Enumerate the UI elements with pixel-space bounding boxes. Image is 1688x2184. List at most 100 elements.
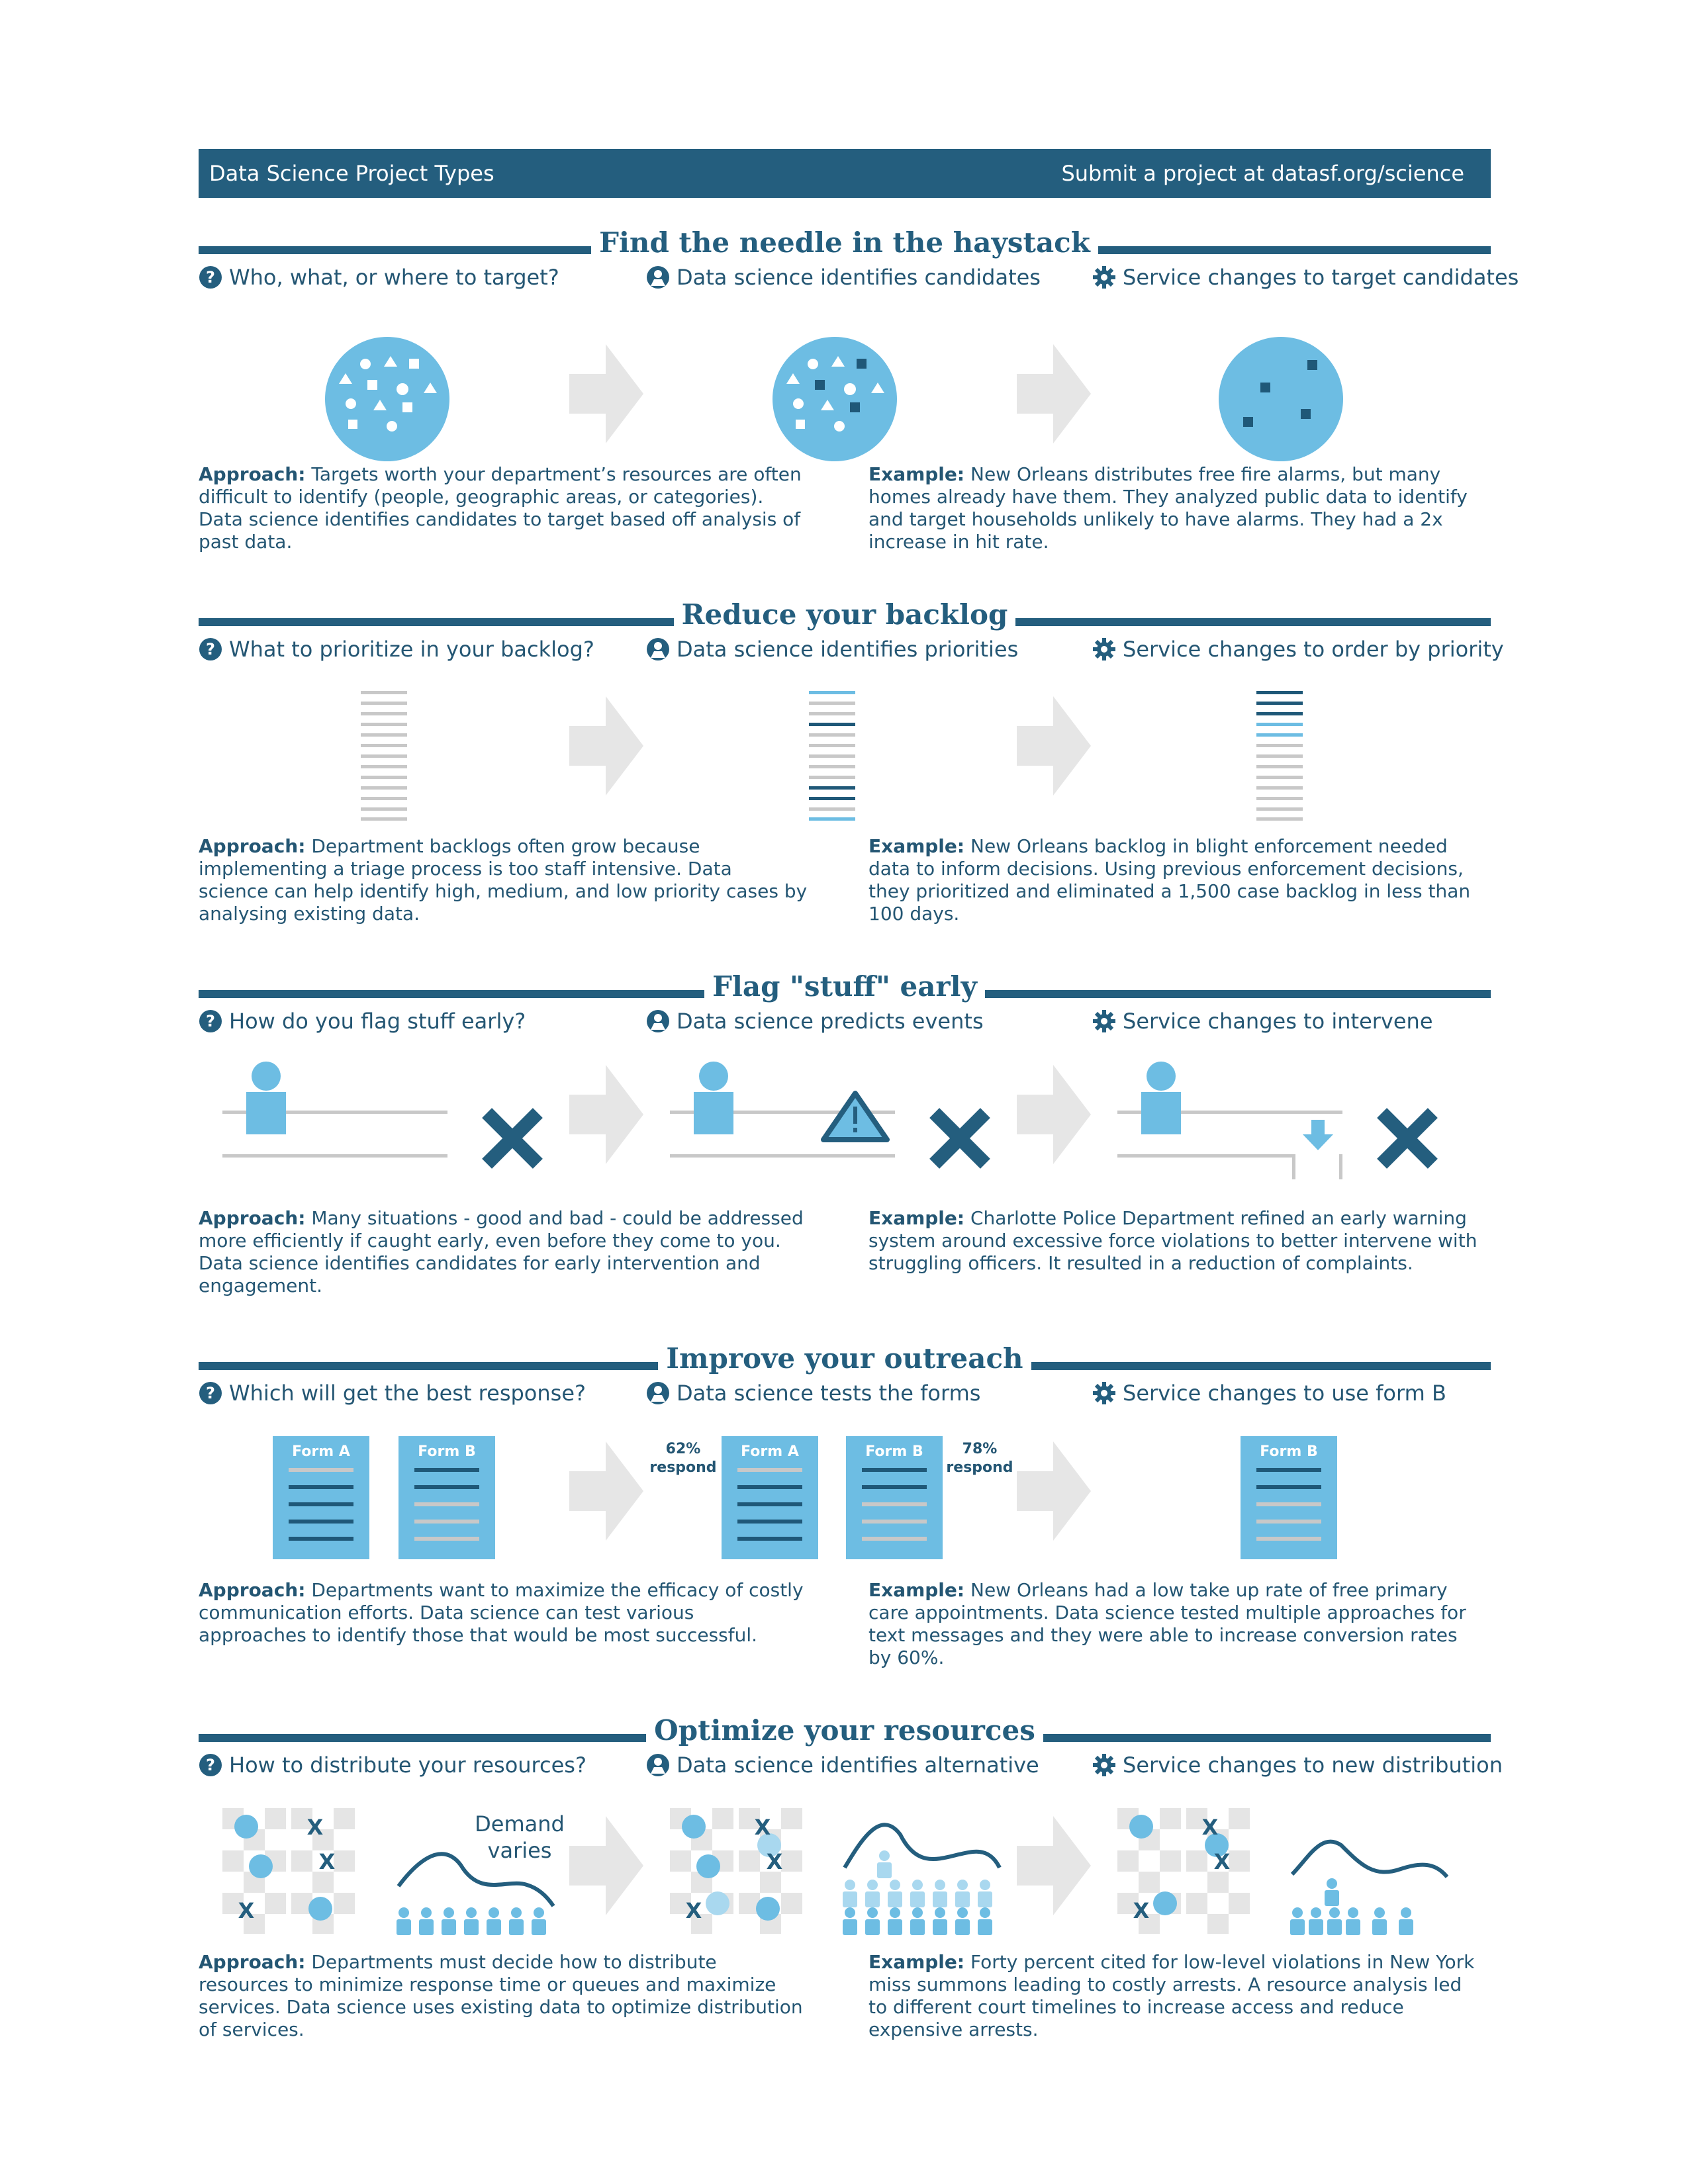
- step-data-science: Data science tests the forms: [646, 1381, 980, 1406]
- resource-grid-new: X X X: [1117, 1808, 1250, 1934]
- form-b-tested: Form B: [846, 1436, 943, 1559]
- arrow-right-icon: [569, 1065, 643, 1164]
- step-data-science: Data science predicts events: [646, 1009, 984, 1034]
- arrow-right-icon: [569, 696, 643, 796]
- demand-curve: [397, 1852, 555, 1935]
- arrow-right-icon: [1017, 1441, 1091, 1541]
- step-service: Service changes to new distribution: [1092, 1752, 1503, 1778]
- candidates-circle: [773, 337, 897, 461]
- question-icon: [199, 1753, 222, 1777]
- svg-text:Form A: Form A: [292, 1443, 350, 1460]
- example-text: Example: New Orleans had a low take up r…: [868, 1579, 1466, 1668]
- approach-text: Approach: Departments must decide how to…: [199, 1951, 803, 2040]
- resource-grid-alternative: X X X: [670, 1808, 802, 1934]
- scientist-icon: [646, 637, 670, 661]
- approach-text: Approach: Many situations - good and bad…: [199, 1207, 804, 1297]
- form-b-response-rate: 78% respond: [946, 1441, 1013, 1476]
- section-title: Optimize your resources: [646, 1714, 1043, 1747]
- section-title: Flag "stuff" early: [704, 970, 985, 1003]
- arrow-right-icon: [1017, 344, 1091, 443]
- scientist-icon: [646, 265, 670, 289]
- section-outreach: Improve your outreach Which will get the…: [199, 1261, 1491, 1668]
- form-b-chosen: Form B: [1241, 1436, 1337, 1559]
- svg-text:X: X: [1133, 1898, 1150, 1923]
- scientist-icon: [646, 1753, 670, 1777]
- step-data-science: Data science identifies alternative: [646, 1752, 1039, 1778]
- header-bar: Data Science Project Types Submit a proj…: [199, 149, 1491, 198]
- page-title: Data Science Project Types: [209, 161, 494, 186]
- example-text: Example: New Orleans backlog in blight e…: [868, 835, 1471, 925]
- step-question: How do you flag stuff early?: [199, 1009, 526, 1034]
- gear-icon: [1092, 637, 1116, 661]
- gear-icon: [1092, 1753, 1116, 1777]
- form-a-document: Form A: [273, 1436, 369, 1559]
- step-service: Service changes to order by priority: [1092, 637, 1504, 662]
- targets-circle: [1219, 337, 1343, 461]
- svg-text:X: X: [1214, 1849, 1231, 1874]
- example-text: Example: Forty percent cited for low-lev…: [868, 1951, 1475, 2040]
- svg-text:Form B: Form B: [1260, 1443, 1317, 1460]
- demand-curve-balanced: [1290, 1839, 1449, 1935]
- svg-text:X: X: [319, 1849, 336, 1874]
- gear-icon: [1092, 1009, 1116, 1033]
- step-data-science: Data science identifies priorities: [646, 637, 1018, 662]
- warning-icon: [821, 1091, 890, 1142]
- svg-text:Form B: Form B: [418, 1443, 475, 1460]
- svg-text:X: X: [686, 1898, 702, 1923]
- section-title: Find the needle in the haystack: [591, 226, 1098, 259]
- question-icon: [199, 1009, 222, 1033]
- step-question: Which will get the best response?: [199, 1381, 586, 1406]
- backlog-list-flagged: [809, 691, 855, 821]
- demand-curve-with-queue: [843, 1823, 1002, 1935]
- section-title: Reduce your backlog: [673, 598, 1016, 631]
- arrow-right-icon: [569, 1816, 643, 1915]
- step-service: Service changes to use form B: [1092, 1381, 1446, 1406]
- arrow-right-icon: [1017, 696, 1091, 796]
- submit-link[interactable]: Submit a project at datasf.org/science: [1061, 161, 1464, 186]
- arrow-right-icon: [569, 1441, 643, 1541]
- question-icon: [199, 265, 222, 289]
- arrow-right-icon: [569, 344, 643, 443]
- step-question: What to prioritize in your backlog?: [199, 637, 594, 662]
- flag-diagram-before: [222, 1062, 567, 1167]
- demand-varies-label: Demand varies: [475, 1811, 565, 1863]
- svg-text:X: X: [767, 1849, 783, 1874]
- scientist-icon: [646, 1381, 670, 1405]
- gear-icon: [1092, 265, 1116, 289]
- svg-text:X: X: [307, 1815, 324, 1840]
- section-flag-early: Flag "stuff" early How do you flag stuff…: [199, 889, 1491, 1297]
- arrow-right-icon: [1017, 1065, 1091, 1164]
- question-icon: [199, 637, 222, 661]
- scientist-icon: [646, 1009, 670, 1033]
- gear-icon: [1092, 1381, 1116, 1405]
- example-text: Example: New Orleans distributes free fi…: [868, 463, 1468, 553]
- form-a-tested: Form A: [722, 1436, 818, 1559]
- flag-diagram-intervene: [1117, 1062, 1462, 1179]
- svg-text:X: X: [238, 1898, 255, 1923]
- svg-text:X: X: [1202, 1815, 1219, 1840]
- backlog-list-sorted: [1256, 691, 1303, 821]
- down-arrow-icon: [1303, 1120, 1333, 1150]
- step-service: Service changes to intervene: [1092, 1009, 1433, 1034]
- section-title: Improve your outreach: [658, 1342, 1031, 1375]
- approach-text: Approach: Targets worth your department’…: [199, 463, 802, 553]
- backlog-list-unsorted: [361, 691, 407, 821]
- svg-text:Form A: Form A: [741, 1443, 799, 1460]
- arrow-right-icon: [1017, 1816, 1091, 1915]
- step-question: Who, what, or where to target?: [199, 265, 559, 290]
- step-data-science: Data science identifies candidates: [646, 265, 1041, 290]
- step-service: Service changes to target candidates: [1092, 265, 1519, 290]
- haystack-circle: [325, 337, 449, 461]
- form-b-document: Form B: [399, 1436, 495, 1559]
- section-resources: Optimize your resources How to distribut…: [199, 1633, 1503, 2040]
- step-question: How to distribute your resources?: [199, 1752, 586, 1778]
- flag-diagram-predict: [670, 1062, 1014, 1167]
- svg-text:X: X: [755, 1815, 771, 1840]
- svg-text:Form B: Form B: [865, 1443, 923, 1460]
- approach-text: Approach: Department backlogs often grow…: [199, 835, 808, 925]
- section-backlog: Reduce your backlog What to prioritize i…: [199, 518, 1504, 925]
- approach-text: Approach: Departments want to maximize t…: [199, 1579, 804, 1646]
- resource-grid-current: X X X: [222, 1808, 355, 1934]
- example-text: Example: Charlotte Police Department ref…: [868, 1207, 1477, 1274]
- form-a-response-rate: 62% respond: [649, 1441, 717, 1476]
